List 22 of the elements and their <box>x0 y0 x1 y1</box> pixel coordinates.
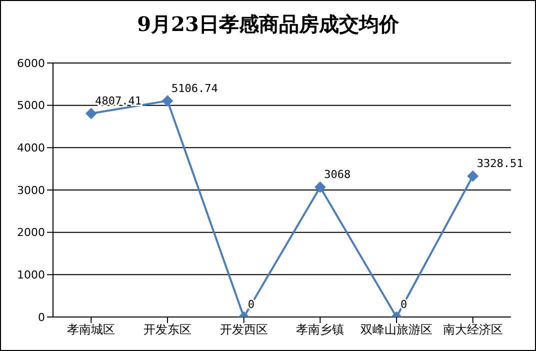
x-tick-label: 双峰山旅游区 <box>360 322 432 337</box>
y-tick-label: 3000 <box>17 184 45 197</box>
point <box>162 95 173 106</box>
y-tick-label: 6000 <box>17 56 45 70</box>
data-label: 4807.41 <box>95 94 142 108</box>
x-tick-label: 孝南城区 <box>67 322 116 337</box>
point <box>467 170 478 182</box>
point <box>314 182 326 193</box>
chart-title: 9月23日孝感商品房成交均价 <box>136 11 400 38</box>
x-tick-label: 南大经济区 <box>442 322 503 337</box>
y-tick-label: 2000 <box>17 226 45 240</box>
y-tick-label: 5000 <box>17 99 45 112</box>
data-label: 3328.51 <box>476 157 524 170</box>
y-tick-label: 1000 <box>17 268 45 282</box>
data-label: 3068 <box>324 168 351 182</box>
x-tick-label: 孝南乡镇 <box>296 322 344 337</box>
y-tick-label: 4000 <box>17 142 45 155</box>
x-tick-label: 开发东区 <box>144 322 192 337</box>
y-tick-label: 0 <box>38 310 45 324</box>
point <box>86 108 97 119</box>
data-label: 5106.74 <box>172 82 218 95</box>
x-tick-label: 开发西区 <box>220 322 268 337</box>
